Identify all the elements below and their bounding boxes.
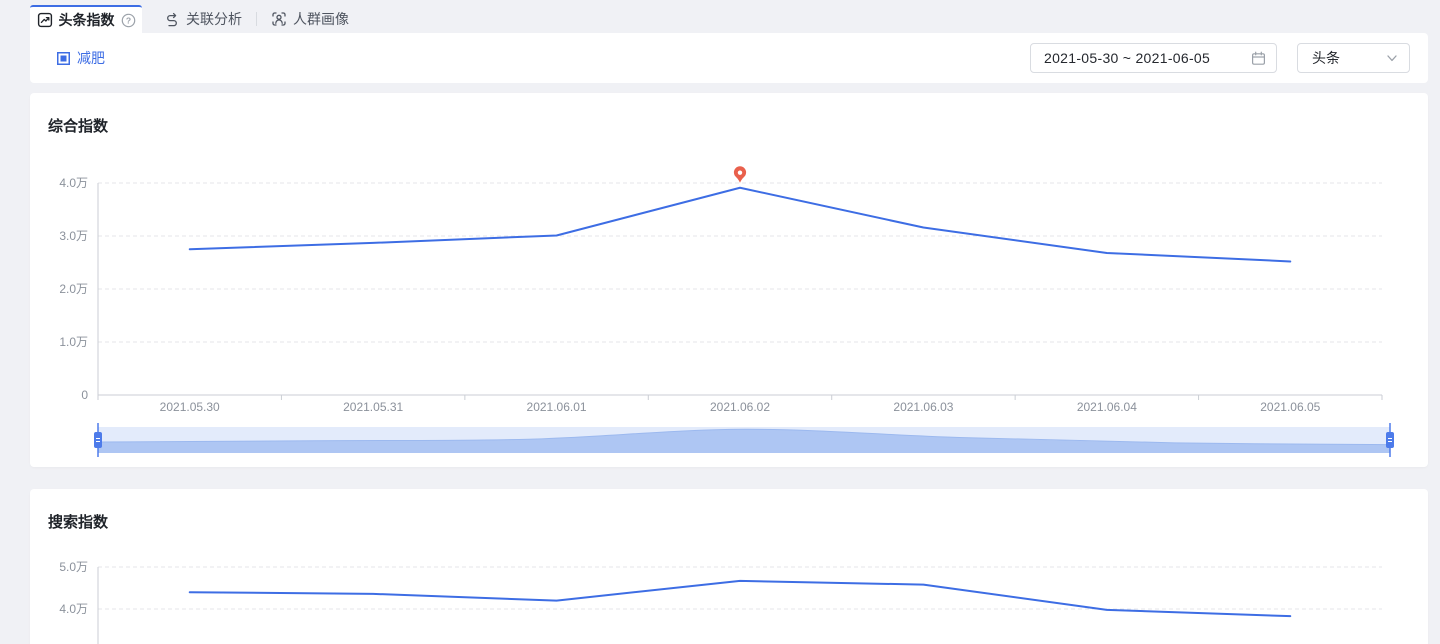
- date-range-picker[interactable]: 2021-05-30 ~ 2021-06-05: [1030, 43, 1277, 73]
- keyword-legend-icon: [57, 51, 70, 65]
- svg-text:2021.06.03: 2021.06.03: [893, 400, 953, 414]
- relation-icon: [167, 12, 177, 27]
- calendar-icon: [1252, 51, 1266, 65]
- svg-text:3.0万: 3.0万: [59, 229, 88, 243]
- composite-index-chart[interactable]: 0 1.0万 2.0万 3.0万 4.0万 2021.05.30 2021.05.31 202…: [30, 93, 1428, 467]
- svg-text:2021.05.30: 2021.05.30: [160, 400, 220, 414]
- tab-divider: [256, 12, 257, 26]
- tab-label: 关联分析: [186, 11, 242, 27]
- tab-audience-portrait[interactable]: 人群画像: [257, 5, 363, 33]
- keyword-label: 减肥: [77, 50, 105, 66]
- svg-text:1.0万: 1.0万: [59, 335, 88, 349]
- help-icon[interactable]: ?: [121, 13, 136, 28]
- svg-text:2021.06.05: 2021.06.05: [1260, 400, 1320, 414]
- datazoom-handle[interactable]: [1386, 423, 1394, 457]
- svg-text:2021.06.04: 2021.06.04: [1077, 400, 1137, 414]
- svg-text:4.0万: 4.0万: [59, 176, 88, 190]
- channel-select[interactable]: 头条: [1297, 43, 1410, 73]
- composite-index-title: 综合指数: [48, 118, 109, 135]
- header: 头条指数 ? 关联分析 人群画像: [30, 5, 1428, 83]
- search-index-title: 搜索指数: [48, 514, 109, 531]
- chevron-down-icon: [1387, 54, 1397, 61]
- svg-text:?: ?: [125, 15, 130, 25]
- trend-chart-icon: [37, 12, 52, 28]
- tab-bar: 头条指数 ? 关联分析 人群画像: [30, 5, 1428, 33]
- tab-correlation-analysis[interactable]: 关联分析: [150, 5, 256, 33]
- tab-label: 头条指数: [58, 12, 115, 28]
- search-index-card: 搜索指数 4.0万 5.0万: [30, 489, 1428, 644]
- keyword-legend-item[interactable]: 减肥: [57, 48, 105, 68]
- search-index-chart[interactable]: 4.0万 5.0万: [30, 489, 1428, 644]
- svg-text:2021.05.31: 2021.05.31: [343, 400, 403, 414]
- peak-pin-marker: [733, 166, 747, 183]
- svg-text:4.0万: 4.0万: [59, 602, 88, 616]
- datazoom-handle[interactable]: [94, 423, 102, 457]
- svg-text:0: 0: [81, 388, 88, 402]
- svg-text:2.0万: 2.0万: [59, 282, 88, 296]
- svg-text:2021.06.02: 2021.06.02: [710, 400, 770, 414]
- composite-index-card: 综合指数 0 1.0万 2.0万 3.0万 4.0万 2021.05.30 2021.05.…: [30, 93, 1428, 467]
- svg-text:5.0万: 5.0万: [59, 560, 88, 574]
- date-range-value: 2021-05-30 ~ 2021-06-05: [1044, 50, 1211, 66]
- channel-select-value: 头条: [1312, 50, 1340, 66]
- filter-row: 减肥 2021-05-30 ~ 2021-06-05 头条: [30, 33, 1428, 83]
- portrait-scan-icon: [272, 12, 286, 26]
- svg-text:2021.06.01: 2021.06.01: [527, 400, 587, 414]
- tab-toutiao-index[interactable]: 头条指数 ?: [30, 5, 142, 33]
- tab-label: 人群画像: [293, 11, 349, 27]
